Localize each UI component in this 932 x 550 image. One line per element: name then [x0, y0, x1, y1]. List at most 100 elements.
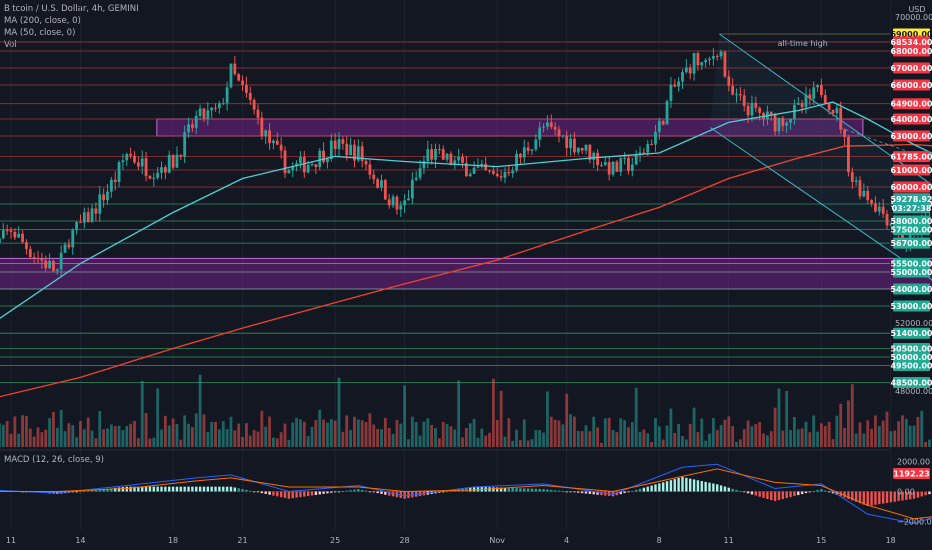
volume-bars [0, 374, 932, 447]
macd-histogram-bar [318, 491, 321, 495]
candle [376, 179, 380, 188]
macd-histogram-bar [669, 480, 673, 492]
candle [326, 158, 329, 163]
candle [781, 117, 785, 126]
price-axis-label: 48000.00 [895, 387, 932, 396]
candle [592, 152, 596, 160]
macd-histogram-bar [144, 486, 148, 492]
volume-bar [441, 421, 445, 447]
volume-bar [592, 416, 596, 447]
volume-bar [32, 436, 36, 447]
volume-bar [217, 429, 221, 447]
volume-bar [781, 430, 785, 447]
candle [843, 129, 846, 138]
volume-bar [391, 433, 395, 447]
macd-histogram-bar [287, 491, 291, 499]
volume-bar [399, 423, 403, 447]
volume-bar [464, 428, 468, 447]
candle [310, 164, 314, 166]
level-tag: 54000.00 [890, 285, 932, 294]
macd-histogram-bar [789, 491, 792, 498]
candle [356, 146, 360, 161]
volume-bar [476, 437, 480, 447]
volume-bar [793, 417, 796, 447]
level-tag: 63000.00 [890, 132, 932, 141]
macd-histogram-bar [642, 487, 646, 492]
x-tick-label: 4 [564, 536, 569, 545]
ma50-legend[interactable]: MA (50, close, 0) [4, 28, 76, 38]
candle [295, 163, 298, 167]
candle [870, 200, 873, 204]
candle [800, 103, 804, 108]
x-tick-label: Nov [489, 536, 505, 545]
level-tag-bg [893, 377, 930, 388]
candle [360, 146, 364, 161]
macd-histogram-bar [646, 486, 649, 492]
macd-histogram-bar [310, 491, 314, 496]
volume-bar [484, 435, 488, 447]
candle [345, 143, 349, 156]
candle [71, 230, 75, 248]
volume-bar [715, 429, 719, 447]
level-tag-bg [893, 351, 930, 363]
candle [152, 177, 156, 179]
candle [634, 154, 638, 165]
macd-histogram-bar [588, 491, 592, 494]
level-tag-bg [893, 98, 930, 110]
macd-histogram-bar [708, 482, 711, 492]
volume-bar [565, 393, 569, 447]
macd-histogram-bar [507, 487, 511, 492]
candle [600, 165, 603, 167]
macd-histogram-bar [164, 486, 167, 492]
macd-histogram-bar [83, 491, 86, 492]
candle [403, 200, 407, 206]
macd-histogram-bar [681, 477, 684, 492]
macd-histogram-bar [380, 491, 383, 494]
macd-histogram-bar [719, 485, 723, 492]
volume-bar [1, 424, 5, 447]
macd-histogram-bar [499, 487, 503, 492]
ma200-legend[interactable]: MA (200, close, 0) [4, 16, 81, 26]
volume-bar [144, 413, 148, 447]
macd-histogram-bar [928, 491, 931, 495]
macd-histogram-bar [106, 488, 109, 492]
volume-bar [661, 439, 665, 447]
candle [275, 140, 279, 145]
volume-legend[interactable]: Vol [4, 40, 17, 50]
candle [125, 154, 129, 161]
volume-bar [754, 424, 758, 447]
candle [738, 94, 742, 96]
level-tag-bg [893, 300, 930, 312]
macd-histogram-bar [546, 489, 549, 492]
macd-histogram-bar [750, 491, 754, 495]
macd-histogram-bar [804, 491, 808, 494]
volume-bar [59, 409, 63, 447]
macd-histogram-bar [229, 486, 233, 492]
candle [349, 144, 353, 156]
candle [522, 147, 526, 158]
candle [163, 167, 167, 173]
macd-histogram-bar [179, 486, 183, 492]
candle [437, 149, 441, 151]
candle [410, 179, 414, 199]
volume-bar [241, 436, 244, 447]
macd-histogram-bar [407, 491, 410, 499]
volume-bar [0, 423, 1, 447]
candle [646, 144, 650, 153]
candle [735, 94, 738, 96]
volume-bar [646, 433, 650, 447]
volume-bar [202, 414, 206, 447]
candle [684, 67, 688, 73]
macd-histogram-bar [893, 491, 896, 502]
macd-legend[interactable]: MACD (12, 26, close, 9) [4, 455, 104, 465]
volume-bar [835, 415, 839, 447]
macd-histogram-bar [584, 491, 588, 494]
level-tag-bg [893, 360, 930, 371]
macd-histogram-bar [110, 488, 113, 492]
volume-bar [511, 440, 515, 447]
candle [407, 198, 410, 201]
level-tag-bg [893, 224, 930, 235]
volume-bar [106, 428, 109, 447]
x-tick-label: 21 [237, 536, 247, 545]
